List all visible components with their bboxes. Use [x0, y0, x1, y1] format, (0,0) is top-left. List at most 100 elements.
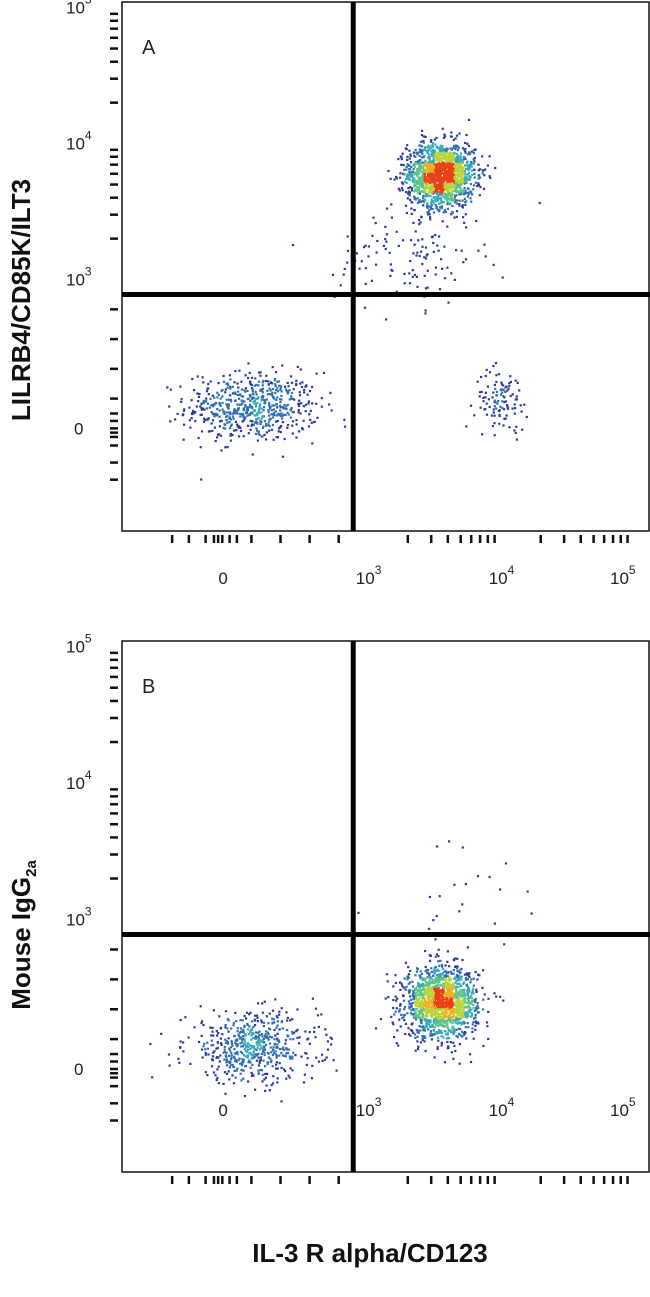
event-dot: [461, 1010, 464, 1013]
event-dot: [255, 1048, 258, 1052]
event-dot: [506, 406, 509, 409]
event-dot: [442, 201, 445, 204]
event-dot: [442, 1036, 445, 1039]
event-dot: [403, 987, 406, 990]
event-dot: [427, 1011, 430, 1014]
event-dot: [179, 1019, 182, 1022]
event-dot: [408, 168, 411, 171]
event-dot: [219, 420, 222, 423]
event-dot: [452, 181, 455, 184]
event-dot: [413, 1001, 416, 1004]
event-dot: [295, 382, 298, 386]
event-dot: [244, 390, 247, 393]
event-dot: [280, 1007, 283, 1010]
event-dot: [286, 424, 290, 427]
event-dot: [436, 166, 439, 169]
event-dot: [269, 1046, 272, 1049]
event-dot: [216, 1076, 219, 1079]
event-dot: [464, 1026, 467, 1029]
event-dot: [429, 195, 432, 198]
event-dots: [149, 840, 533, 1103]
event-dot: [232, 1055, 236, 1058]
event-dot: [200, 408, 203, 411]
event-dot: [210, 404, 213, 407]
event-dot: [462, 990, 465, 993]
event-dot: [247, 1080, 250, 1083]
event-dot: [465, 425, 468, 428]
event-dot: [421, 245, 424, 248]
event-dot: [439, 202, 442, 205]
event-dot: [268, 1012, 271, 1015]
event-dot: [434, 266, 437, 269]
event-dot: [455, 210, 459, 213]
event-dot: [232, 1022, 235, 1025]
event-dot: [435, 151, 438, 154]
event-dot: [212, 1034, 215, 1037]
event-dot: [286, 1048, 289, 1051]
event-dot: [434, 143, 437, 146]
event-dot: [223, 1050, 226, 1054]
event-dot: [278, 1028, 281, 1031]
event-dot: [446, 266, 449, 269]
event-dot: [169, 388, 172, 391]
event-dot: [183, 408, 186, 411]
event-dot: [458, 1010, 461, 1013]
event-dot: [231, 385, 234, 388]
event-dot: [499, 393, 502, 396]
event-dot: [427, 213, 430, 216]
event-dot: [475, 990, 478, 994]
event-dot: [218, 415, 221, 418]
event-dot: [466, 978, 469, 981]
event-dot: [452, 968, 455, 972]
event-dot: [436, 152, 439, 155]
event-dot: [276, 1032, 279, 1035]
event-dot: [430, 1008, 433, 1011]
event-dot: [416, 153, 419, 156]
event-dot: [306, 393, 309, 396]
event-dot: [457, 1017, 460, 1021]
event-dot: [450, 1002, 453, 1005]
event-dot: [215, 1078, 218, 1082]
event-dot: [218, 1015, 221, 1018]
event-dot: [238, 435, 241, 438]
event-dot: [256, 421, 259, 424]
event-dot: [472, 152, 475, 155]
event-dot: [302, 405, 305, 408]
event-dot: [213, 396, 216, 399]
event-dot: [409, 153, 412, 156]
event-dot: [464, 1015, 467, 1018]
event-dot: [216, 436, 219, 439]
event-dot: [493, 383, 496, 386]
event-dot: [505, 385, 508, 388]
event-dot: [268, 387, 271, 390]
event-dot: [454, 997, 457, 1000]
event-dot: [274, 998, 277, 1001]
event-dot: [287, 1048, 291, 1051]
event-dot: [402, 164, 405, 167]
event-dot: [418, 223, 421, 226]
event-dot: [206, 1047, 209, 1050]
event-dot: [271, 1036, 274, 1039]
event-dot: [503, 396, 506, 399]
event-dot: [516, 381, 519, 384]
event-dot: [422, 169, 425, 172]
event-dot: [415, 991, 418, 994]
event-dot: [343, 418, 346, 421]
event-dot: [435, 172, 438, 175]
event-dot: [470, 150, 474, 153]
event-dot: [484, 408, 487, 411]
event-dot: [482, 969, 485, 972]
event-dot: [298, 1042, 301, 1045]
event-dot: [246, 389, 249, 392]
event-dot: [464, 150, 467, 153]
event-dot: [437, 172, 440, 175]
event-dot: [251, 1033, 254, 1036]
event-dot: [472, 1017, 476, 1020]
event-dot: [483, 243, 486, 246]
event-dot: [265, 1084, 268, 1087]
event-dot: [420, 1016, 423, 1019]
panel-label: A: [142, 37, 156, 59]
event-dot: [462, 193, 465, 196]
event-dot: [273, 378, 277, 381]
event-dot: [182, 413, 185, 416]
